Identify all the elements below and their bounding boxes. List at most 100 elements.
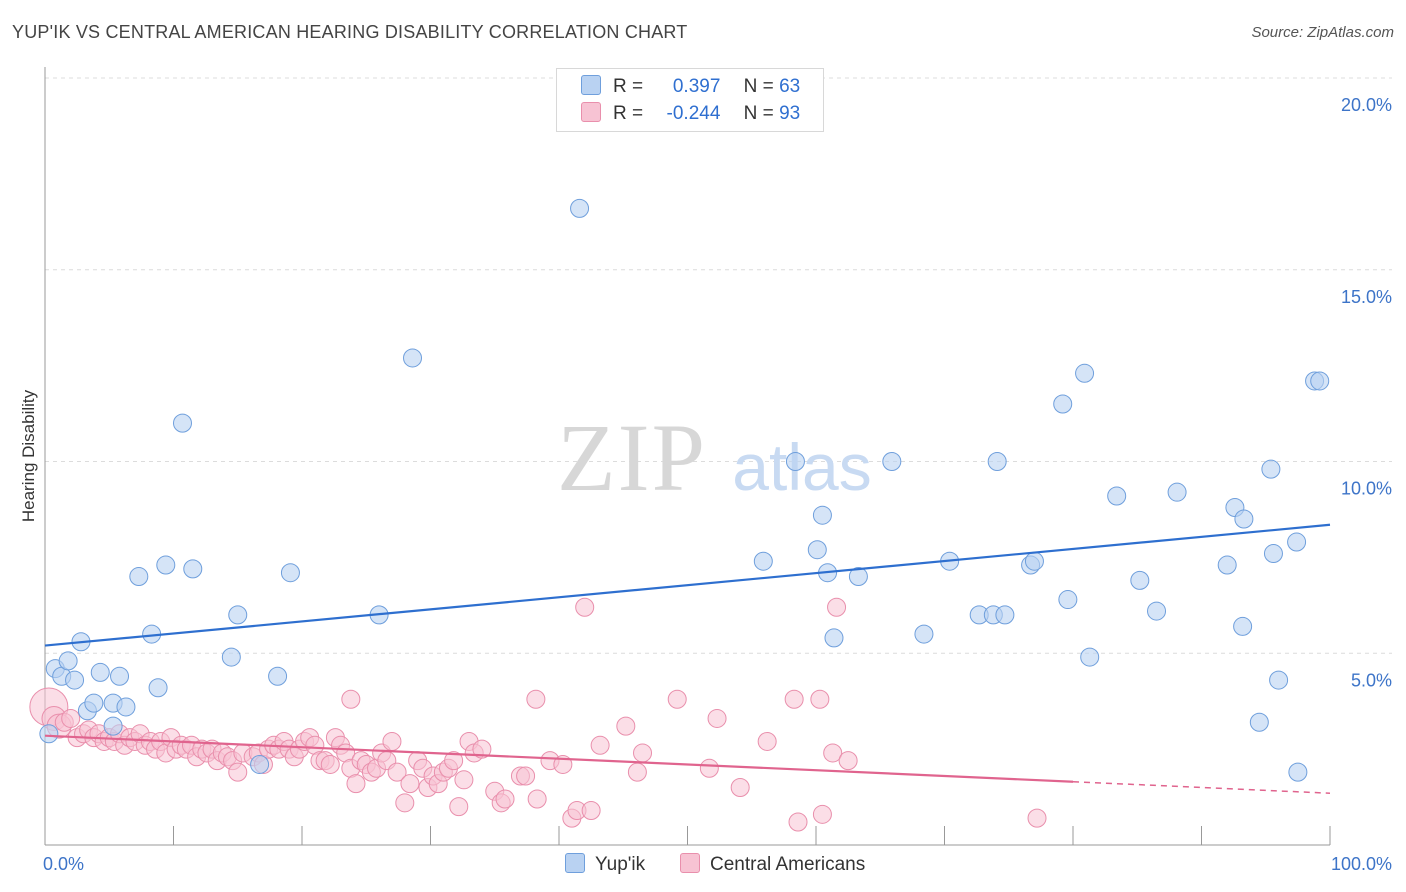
yupik-point bbox=[39, 724, 59, 744]
legend-item-central-americans[interactable]: Central Americans bbox=[680, 853, 865, 876]
central-americans-point bbox=[1027, 808, 1047, 828]
central-americans-point bbox=[823, 743, 843, 763]
source-label: Source: ZipAtlas.com bbox=[1251, 24, 1394, 41]
y-tick-label: 10.0% bbox=[1341, 479, 1392, 499]
yupik-point bbox=[1107, 486, 1127, 506]
central-americans-point bbox=[810, 689, 830, 709]
yupik-point bbox=[753, 551, 773, 571]
yupik-point bbox=[1217, 555, 1237, 575]
central-americans-point bbox=[707, 708, 727, 728]
central-americans-point bbox=[346, 774, 366, 794]
n-label: N = bbox=[743, 103, 774, 124]
central-americans-point bbox=[575, 597, 595, 617]
yupik-point bbox=[1249, 712, 1269, 732]
central-americans-point bbox=[812, 804, 832, 824]
yupik-point bbox=[882, 452, 902, 471]
n-value: 63 bbox=[779, 76, 801, 97]
yupik-point bbox=[90, 662, 110, 682]
central-americans-point bbox=[633, 743, 653, 763]
grid-layer: 5.0% 10.0% 15.0% 20.0% bbox=[45, 77, 1392, 690]
central-americans-point bbox=[616, 716, 636, 736]
r-label: R = bbox=[613, 103, 644, 124]
central-americans-trend-extension bbox=[1072, 780, 1331, 794]
yupik-point bbox=[1261, 459, 1281, 479]
yupik-point bbox=[228, 605, 248, 625]
y-tick-label: 20.0% bbox=[1341, 95, 1392, 115]
yupik-point bbox=[1287, 532, 1307, 552]
r-value: -0.244 bbox=[666, 103, 721, 124]
yupik-point bbox=[250, 754, 270, 774]
central-americans-point bbox=[730, 777, 750, 797]
y-tick-label: 15.0% bbox=[1341, 287, 1392, 307]
central-americans-point bbox=[61, 708, 81, 728]
yupik-point bbox=[268, 666, 288, 686]
yupik-point bbox=[785, 452, 805, 471]
yupik-point bbox=[221, 647, 241, 667]
r-label: R = bbox=[613, 76, 644, 97]
central-americans-point bbox=[784, 689, 804, 709]
central-americans-point bbox=[382, 731, 402, 751]
yupik-point bbox=[156, 555, 176, 575]
yupik-point bbox=[1075, 363, 1095, 383]
yupik-point bbox=[807, 540, 827, 560]
watermark-zip: ZIP bbox=[557, 404, 707, 511]
yupik-legend-label: Yup'ik bbox=[595, 854, 646, 875]
yupik-point bbox=[987, 452, 1007, 471]
central-americans-swatch bbox=[581, 102, 601, 122]
yupik-point bbox=[280, 563, 300, 583]
yupik-swatch bbox=[581, 75, 601, 95]
central-americans-point bbox=[667, 689, 687, 709]
central-americans-point bbox=[449, 797, 469, 817]
stats-row-yupik: R = 0.397 N = 63 bbox=[581, 74, 800, 100]
x-tick-label-min: 0.0% bbox=[43, 854, 84, 874]
central-americans-point bbox=[387, 762, 407, 782]
central-americans-point bbox=[838, 751, 858, 771]
stats-legend: R = 0.397 N = 63 R = -0.244 N = 93 bbox=[556, 68, 824, 132]
yupik-point bbox=[1167, 482, 1187, 502]
yupik-point bbox=[1058, 590, 1078, 610]
yupik-point bbox=[84, 693, 104, 713]
central-americans-point bbox=[581, 800, 601, 820]
yupik-point bbox=[58, 651, 78, 671]
yupik-point bbox=[1269, 670, 1289, 690]
chart-title: YUP'IK VS CENTRAL AMERICAN HEARING DISAB… bbox=[12, 22, 688, 42]
watermark: ZIP atlas bbox=[557, 404, 872, 511]
yupik-point bbox=[183, 559, 203, 579]
central-americans-point bbox=[320, 754, 340, 774]
yupik-point bbox=[812, 505, 832, 525]
yupik-point bbox=[110, 666, 130, 686]
yupik-point bbox=[570, 198, 590, 218]
central-americans-point bbox=[590, 735, 610, 755]
legend-item-yupik[interactable]: Yup'ik bbox=[565, 853, 645, 876]
yupik-point bbox=[1263, 544, 1283, 564]
yupik-point bbox=[65, 670, 85, 690]
axis-layer: 0.0% 100.0% bbox=[43, 67, 1392, 874]
stats-row-central-americans: R = -0.244 N = 93 bbox=[581, 101, 800, 127]
central-americans-point bbox=[472, 739, 492, 759]
y-tick-label: 5.0% bbox=[1351, 670, 1392, 690]
central-americans-point bbox=[454, 770, 474, 790]
central-americans-point bbox=[527, 789, 547, 809]
n-label: N = bbox=[743, 76, 774, 97]
central-americans-point bbox=[495, 789, 515, 809]
central-americans-point bbox=[516, 766, 536, 786]
central-americans-point bbox=[228, 762, 248, 782]
central-americans-legend-swatch bbox=[680, 853, 700, 873]
yupik-point bbox=[914, 624, 934, 644]
central-americans-point bbox=[400, 774, 420, 794]
n-value: 93 bbox=[779, 103, 801, 124]
trend-layer bbox=[44, 523, 1331, 794]
y-axis-label: Hearing Disability bbox=[19, 389, 38, 522]
yupik-point bbox=[1130, 570, 1150, 590]
central-americans-trend-line bbox=[44, 734, 1074, 783]
yupik-point bbox=[1080, 647, 1100, 667]
yupik-point bbox=[148, 678, 168, 698]
yupik-point bbox=[172, 413, 192, 433]
yupik-point bbox=[1288, 762, 1308, 782]
central-americans-legend-label: Central Americans bbox=[710, 854, 866, 875]
yupik-point bbox=[1310, 371, 1330, 391]
yupik-point bbox=[403, 348, 423, 368]
central-americans-point bbox=[526, 689, 546, 709]
yupik-point bbox=[824, 628, 844, 648]
yupik-point bbox=[1233, 616, 1253, 636]
